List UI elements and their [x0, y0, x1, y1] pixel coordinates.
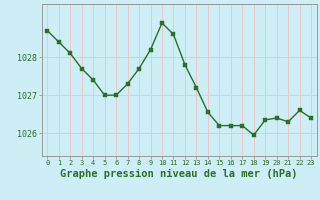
- X-axis label: Graphe pression niveau de la mer (hPa): Graphe pression niveau de la mer (hPa): [60, 169, 298, 179]
